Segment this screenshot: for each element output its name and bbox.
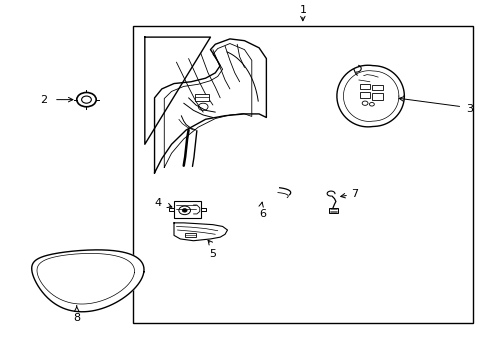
Text: 7: 7	[351, 189, 358, 199]
Polygon shape	[154, 39, 266, 173]
Text: 3: 3	[465, 104, 472, 113]
Bar	[195, 94, 208, 102]
Circle shape	[182, 208, 187, 212]
Polygon shape	[277, 188, 290, 198]
Polygon shape	[32, 250, 143, 312]
Text: 5: 5	[209, 249, 216, 258]
Text: 8: 8	[73, 313, 80, 323]
Bar	[360, 84, 369, 89]
Text: 1: 1	[299, 5, 305, 15]
Bar	[132, 26, 472, 323]
Bar	[185, 233, 196, 237]
Bar	[371, 93, 382, 100]
Text: 2: 2	[41, 95, 47, 105]
Polygon shape	[144, 37, 210, 144]
Bar	[360, 93, 369, 98]
Bar	[174, 202, 201, 217]
Text: 4: 4	[154, 198, 162, 208]
Circle shape	[77, 93, 96, 107]
Bar	[328, 208, 337, 213]
Polygon shape	[174, 223, 227, 241]
Bar	[371, 85, 382, 90]
Text: 6: 6	[259, 209, 265, 219]
Polygon shape	[336, 65, 404, 127]
